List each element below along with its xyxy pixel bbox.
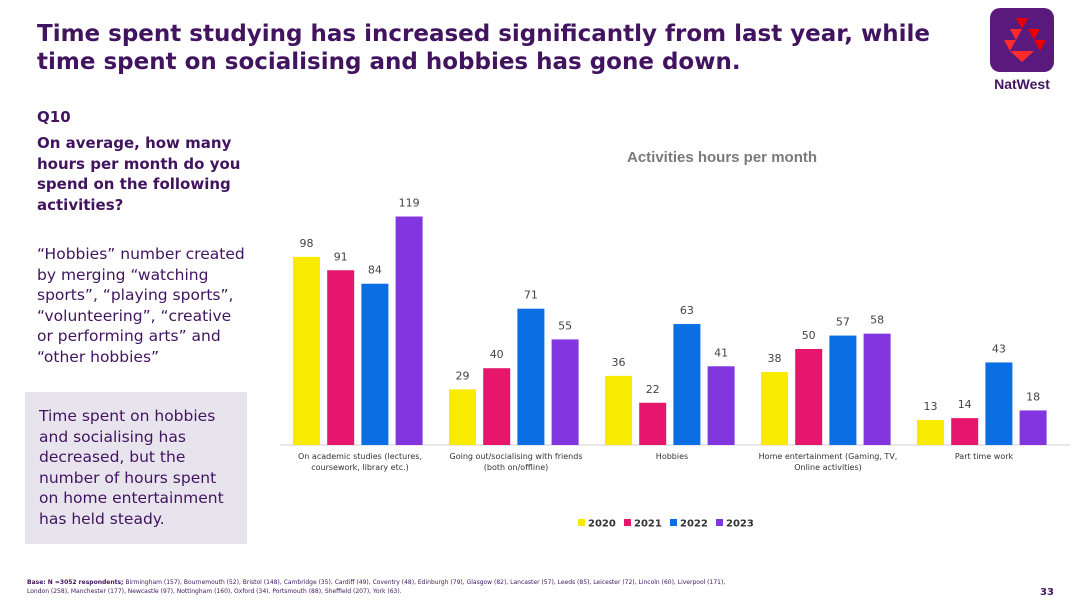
bar-2023-cat-3 xyxy=(863,333,891,445)
value-label-2022-cat-4: 43 xyxy=(992,342,1006,355)
value-label-2023-cat-1: 55 xyxy=(558,319,572,332)
category-label-1-line-0: Going out/socialising with friends xyxy=(450,452,583,461)
value-label-2021-cat-3: 50 xyxy=(802,329,816,342)
bar-2022-cat-0 xyxy=(361,283,389,445)
question-text: On average, how many hours per month do … xyxy=(37,134,241,214)
chart-title: Activities hours per month xyxy=(627,149,817,166)
legend-label-2022: 2022 xyxy=(680,519,708,530)
page-number: 33 xyxy=(1040,587,1054,598)
bar-2020-cat-1 xyxy=(449,389,476,445)
brand-name: NatWest xyxy=(994,76,1050,92)
natwest-cubes-icon xyxy=(1004,18,1046,62)
bar-2023-cat-2 xyxy=(707,366,735,445)
bar-2020-cat-4 xyxy=(917,420,944,445)
legend-swatch-2020 xyxy=(578,519,585,526)
natwest-logo xyxy=(990,8,1054,72)
value-label-2021-cat-4: 14 xyxy=(958,398,972,411)
value-label-2022-cat-2: 63 xyxy=(680,304,694,317)
bar-2023-cat-1 xyxy=(551,339,579,445)
value-label-2021-cat-0: 91 xyxy=(334,250,348,263)
value-label-2022-cat-1: 71 xyxy=(524,289,538,302)
title-line-1: Time spent studying has increased signif… xyxy=(37,21,931,47)
bar-2020-cat-2 xyxy=(605,375,632,445)
value-label-2023-cat-4: 18 xyxy=(1026,390,1040,403)
category-label-1-line-1: (both on/offline) xyxy=(484,463,548,472)
value-label-2020-cat-0: 98 xyxy=(300,237,314,250)
value-label-2023-cat-2: 41 xyxy=(714,346,728,359)
bar-2021-cat-2 xyxy=(639,402,667,445)
legend-swatch-2023 xyxy=(716,519,723,526)
legend-label-2021: 2021 xyxy=(634,519,662,530)
bar-2020-cat-3 xyxy=(761,372,788,445)
value-label-2023-cat-3: 58 xyxy=(870,314,884,327)
value-label-2022-cat-3: 57 xyxy=(836,316,850,329)
base-label: Base: N =3052 respondents; xyxy=(27,579,124,586)
bar-2021-cat-1 xyxy=(483,368,511,445)
category-label-3-line-1: Online activities) xyxy=(794,463,862,472)
value-label-2020-cat-4: 13 xyxy=(924,400,938,413)
value-label-2021-cat-1: 40 xyxy=(490,348,504,361)
value-label-2020-cat-1: 29 xyxy=(456,369,470,382)
footer-base-note: Base: N =3052 respondents; Birmingham (1… xyxy=(27,578,747,596)
value-label-2023-cat-0: 119 xyxy=(399,197,420,210)
value-label-2020-cat-2: 36 xyxy=(612,356,626,369)
value-label-2022-cat-0: 84 xyxy=(368,264,382,277)
bar-2021-cat-3 xyxy=(795,349,823,445)
bar-2021-cat-4 xyxy=(951,418,979,445)
bar-2023-cat-4 xyxy=(1019,410,1047,445)
bar-2022-cat-4 xyxy=(985,362,1013,445)
base-detail: Birmingham (157), Bournemouth (52), Bris… xyxy=(27,579,726,595)
value-label-2020-cat-3: 38 xyxy=(768,352,782,365)
legend-label-2023: 2023 xyxy=(726,519,754,530)
question-id: Q10 xyxy=(37,108,71,126)
hobbies-note: “Hobbies” number created by merging “wat… xyxy=(37,245,245,366)
legend-swatch-2022 xyxy=(670,519,677,526)
bar-2022-cat-3 xyxy=(829,335,857,445)
page-title: Time spent studying has increased signif… xyxy=(37,20,937,76)
legend-swatch-2021 xyxy=(624,519,631,526)
legend-label-2020: 2020 xyxy=(588,519,616,530)
bar-2020-cat-0 xyxy=(293,256,320,445)
category-label-0-line-0: On academic studies (lectures, xyxy=(298,452,422,461)
bar-2022-cat-1 xyxy=(517,308,545,445)
category-label-2-line-0: Hobbies xyxy=(656,452,688,461)
bar-2022-cat-2 xyxy=(673,324,701,445)
bar-chart: Activities hours per month 98 91 84 119 On a… xyxy=(280,149,1070,530)
bar-2023-cat-0 xyxy=(395,216,423,445)
insight-callout: Time spent on hobbies and socialising ha… xyxy=(25,392,247,544)
bar-2021-cat-0 xyxy=(327,270,355,445)
title-line-2: time spent on socialising and hobbies ha… xyxy=(37,49,741,75)
category-label-0-line-1: coursework, library etc.) xyxy=(311,463,409,472)
category-label-3-line-0: Home entertainment (Gaming, TV, xyxy=(759,452,898,461)
value-label-2021-cat-2: 22 xyxy=(646,383,660,396)
category-label-4-line-0: Part time work xyxy=(955,452,1014,461)
